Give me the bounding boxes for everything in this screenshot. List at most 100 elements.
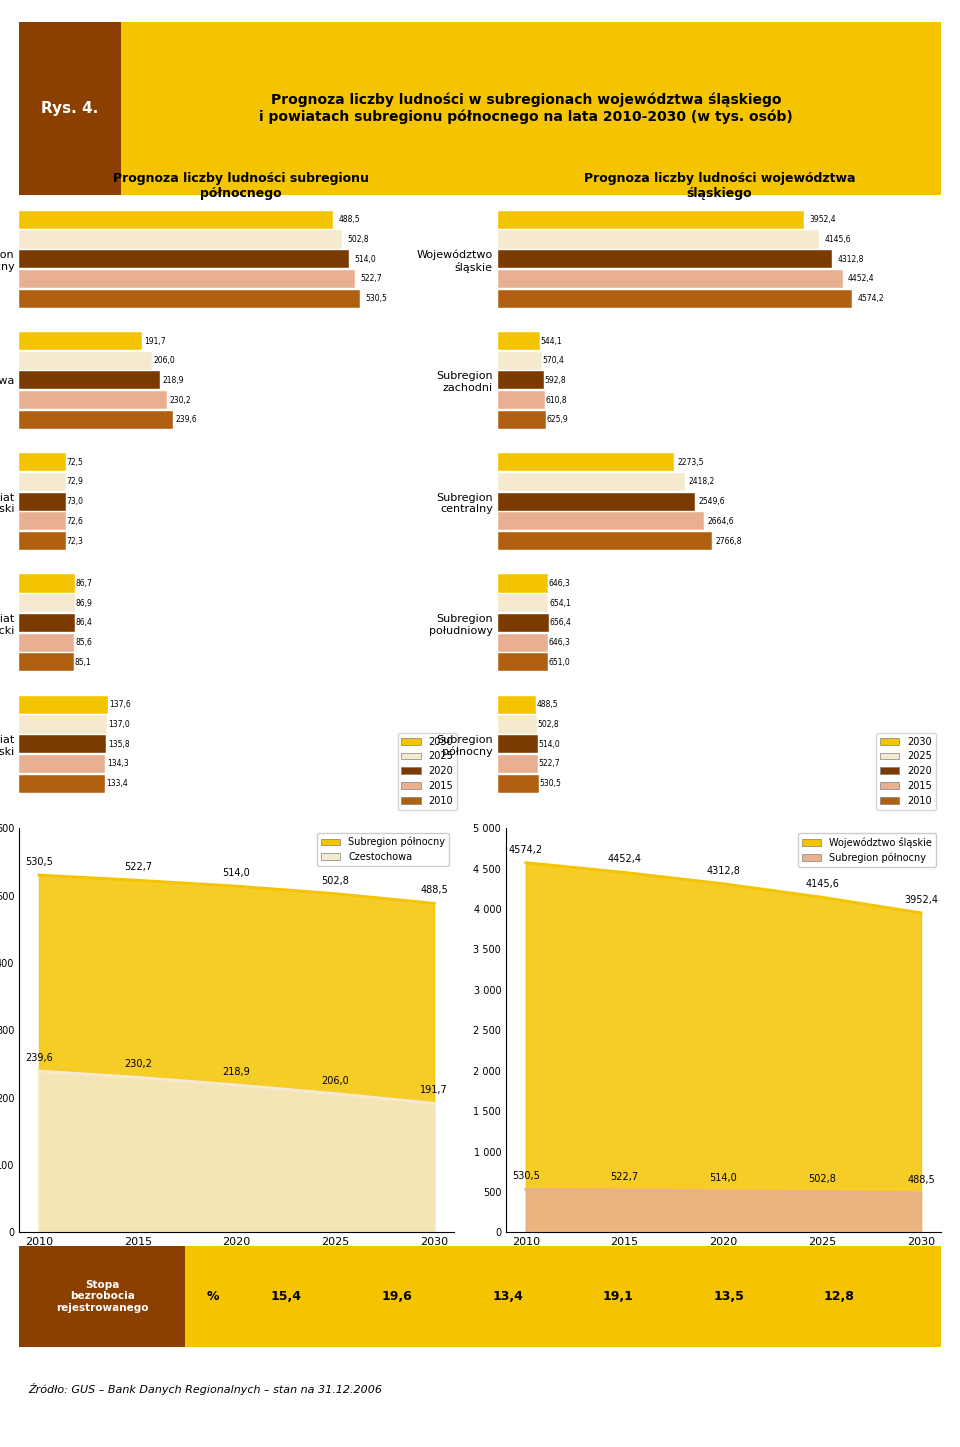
Text: 522,7: 522,7 — [539, 760, 561, 768]
Text: 206,0: 206,0 — [322, 1075, 349, 1085]
Bar — [497, 492, 695, 511]
Legend: Województwo śląskie, Subregion północny: Województwo śląskie, Subregion północny — [798, 833, 936, 867]
Bar — [19, 473, 66, 491]
Czestochowa — [34, 1062, 45, 1079]
Bar — [19, 774, 105, 793]
Line: Czestochowa: Czestochowa — [39, 1071, 434, 1103]
Text: 72,5: 72,5 — [66, 457, 84, 467]
Text: 502,8: 502,8 — [538, 721, 559, 729]
Bar — [19, 269, 355, 288]
Text: 530,5: 530,5 — [540, 778, 562, 789]
Text: 239,6: 239,6 — [176, 415, 197, 424]
Legend: 2030, 2025, 2020, 2015, 2010: 2030, 2025, 2020, 2015, 2010 — [397, 732, 457, 810]
Subregion północny — [230, 877, 242, 894]
Text: 4574,2: 4574,2 — [509, 845, 543, 855]
FancyBboxPatch shape — [19, 22, 941, 195]
Czestochowa — [329, 1085, 341, 1103]
Text: 218,9: 218,9 — [162, 376, 183, 385]
Text: 2273,5: 2273,5 — [677, 457, 704, 467]
Subregion północny — [718, 1182, 730, 1200]
Bar — [19, 735, 107, 754]
Text: 502,8: 502,8 — [808, 1174, 836, 1184]
Bar — [19, 715, 108, 734]
Text: 3952,4: 3952,4 — [904, 894, 938, 904]
Text: 610,8: 610,8 — [546, 395, 567, 405]
Text: 218,9: 218,9 — [223, 1066, 251, 1077]
Text: 502,8: 502,8 — [348, 234, 369, 245]
Text: 488,5: 488,5 — [907, 1175, 935, 1185]
Text: 522,7: 522,7 — [360, 275, 382, 284]
Text: Prognoza liczby ludności w subregionach województwa śląskiego
i powiatach subreg: Prognoza liczby ludności w subregionach … — [259, 93, 793, 124]
Line: Województwo śląskie: Województwo śląskie — [526, 862, 921, 913]
Text: 72,9: 72,9 — [67, 478, 84, 486]
Bar — [497, 512, 705, 531]
Line: Subregion północny: Subregion północny — [39, 875, 434, 903]
Bar — [497, 269, 843, 288]
Text: 2664,6: 2664,6 — [708, 517, 734, 525]
FancyBboxPatch shape — [19, 1246, 185, 1347]
Text: 4452,4: 4452,4 — [848, 275, 875, 284]
Text: 514,0: 514,0 — [354, 255, 376, 263]
Text: 592,8: 592,8 — [544, 376, 566, 385]
Subregion północny — [428, 894, 440, 912]
Subregion północny — [619, 1181, 631, 1198]
Bar — [19, 391, 167, 410]
Text: 191,7: 191,7 — [145, 337, 166, 346]
Line: Subregion północny: Subregion północny — [526, 1189, 921, 1192]
Text: 19,1: 19,1 — [603, 1289, 634, 1302]
Text: 137,6: 137,6 — [108, 700, 131, 709]
Województwo śląskie — [817, 888, 828, 906]
Text: 86,7: 86,7 — [76, 579, 92, 587]
Województwo śląskie — [619, 864, 631, 881]
Bar — [497, 735, 538, 754]
Subregion północny — [915, 1184, 926, 1201]
Text: 530,5: 530,5 — [365, 294, 387, 302]
Text: 2549,6: 2549,6 — [699, 498, 725, 506]
Text: 12,8: 12,8 — [824, 1289, 854, 1302]
Bar — [19, 595, 75, 612]
Bar — [497, 331, 540, 350]
Województwo śląskie — [718, 875, 730, 893]
Text: 206,0: 206,0 — [154, 356, 176, 365]
Title: Prognoza liczby ludności subregionu
północnego: Prognoza liczby ludności subregionu półn… — [113, 172, 369, 200]
Czestochowa — [428, 1094, 440, 1111]
Bar — [497, 372, 543, 389]
Text: 651,0: 651,0 — [549, 658, 570, 667]
Text: 488,5: 488,5 — [338, 216, 360, 224]
Bar — [19, 696, 108, 713]
Text: 2766,8: 2766,8 — [715, 537, 742, 546]
Bar — [19, 331, 142, 350]
Text: 522,7: 522,7 — [611, 1172, 638, 1182]
Bar — [497, 755, 539, 773]
Bar — [19, 250, 349, 268]
Bar — [19, 755, 106, 773]
Bar — [497, 473, 685, 491]
Bar — [19, 614, 75, 632]
Text: 137,0: 137,0 — [108, 721, 131, 729]
Text: %: % — [206, 1289, 219, 1302]
Text: 85,1: 85,1 — [75, 658, 91, 667]
Subregion północny — [132, 871, 143, 888]
Text: 488,5: 488,5 — [420, 886, 448, 896]
Text: 85,6: 85,6 — [75, 638, 92, 647]
Text: 502,8: 502,8 — [322, 875, 349, 886]
Bar — [497, 411, 546, 428]
Text: Źródło: GUS – Bank Danych Regionalnych – stan na 31.12.2006: Źródło: GUS – Bank Danych Regionalnych –… — [29, 1383, 382, 1395]
Text: 239,6: 239,6 — [25, 1053, 53, 1064]
Bar — [497, 453, 674, 472]
Bar — [19, 352, 152, 370]
Subregion północny — [34, 867, 45, 884]
Bar — [19, 211, 333, 229]
Text: 133,4: 133,4 — [107, 778, 128, 789]
Czestochowa — [132, 1069, 143, 1087]
Subregion północny — [329, 886, 341, 903]
Text: Stopa
bezrobocia
rejestrowanego: Stopa bezrobocia rejestrowanego — [56, 1279, 149, 1312]
Text: 13,4: 13,4 — [492, 1289, 523, 1302]
Województwo śląskie — [915, 904, 926, 922]
Bar — [497, 532, 712, 550]
Województwo śląskie — [520, 854, 532, 871]
Legend: 2030, 2025, 2020, 2015, 2010: 2030, 2025, 2020, 2015, 2010 — [876, 732, 936, 810]
Text: 3952,4: 3952,4 — [809, 216, 836, 224]
Title: Prognoza liczby ludności województwa
śląskiego: Prognoza liczby ludności województwa ślą… — [584, 172, 855, 200]
Text: 4312,8: 4312,8 — [707, 865, 740, 875]
